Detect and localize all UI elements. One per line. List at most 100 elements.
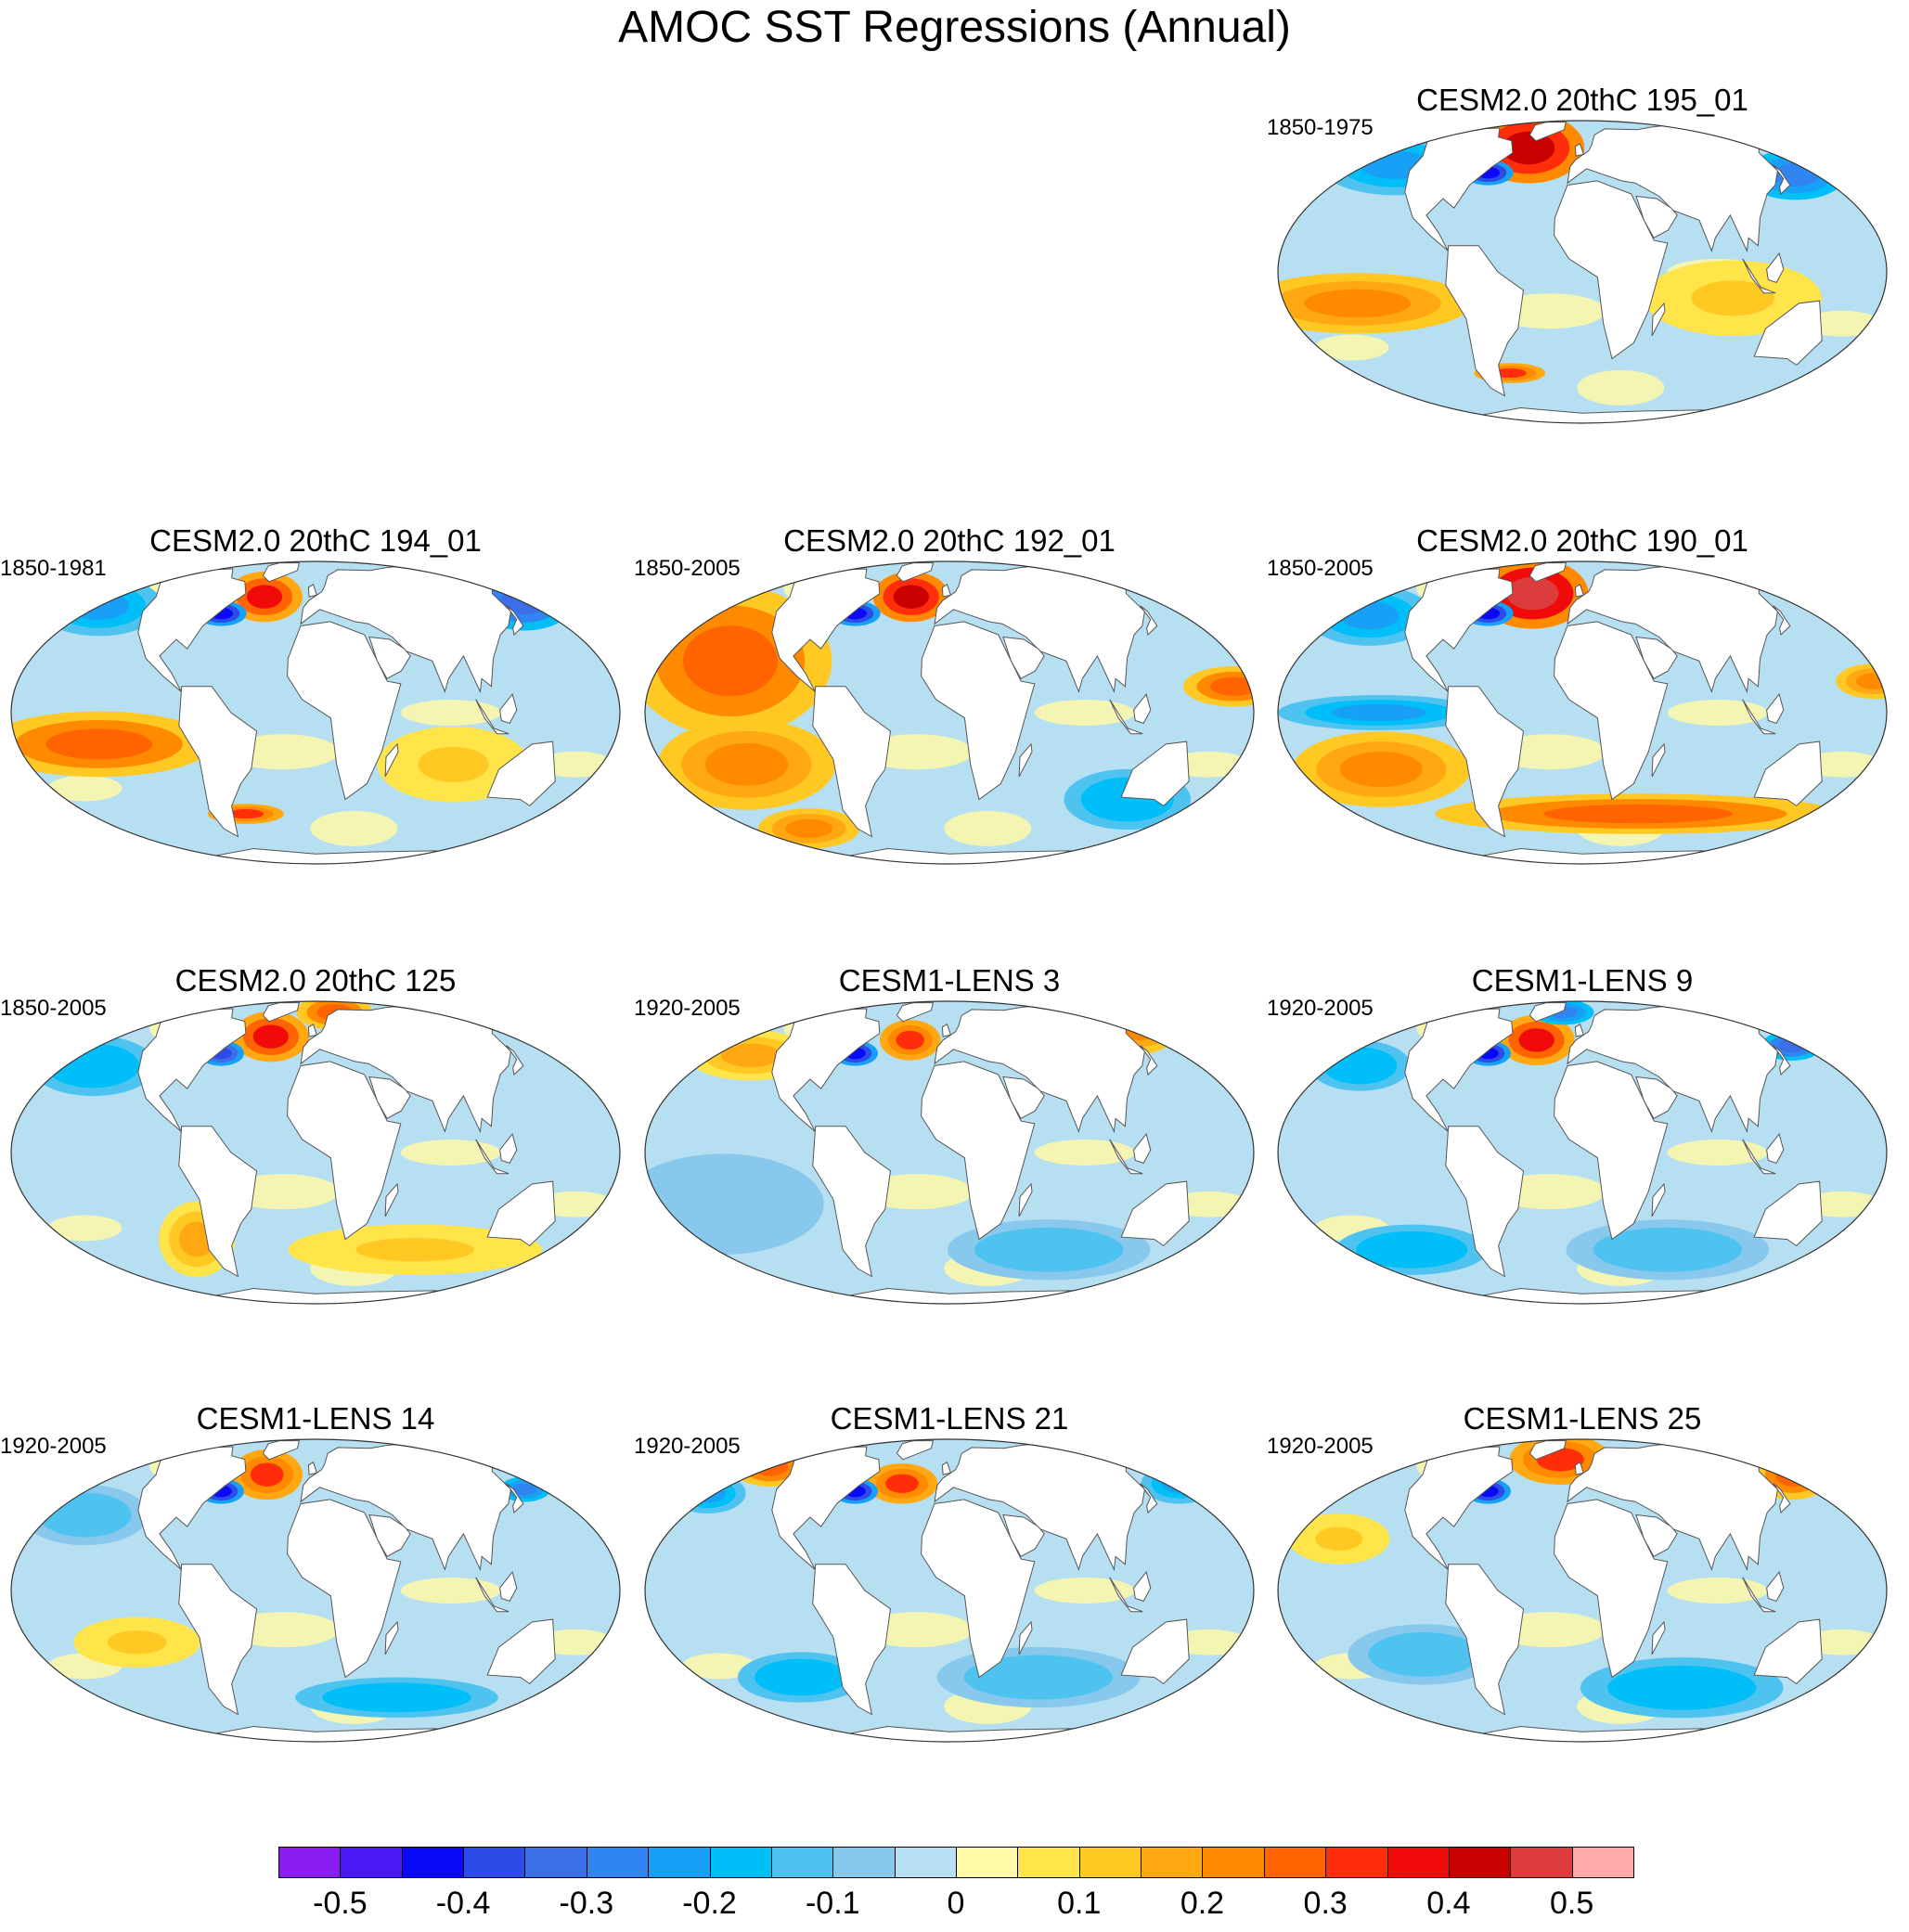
land-arabia xyxy=(1002,1513,1045,1557)
land-greenland xyxy=(896,1440,935,1461)
land-australia xyxy=(1753,300,1823,367)
land-japan xyxy=(506,605,524,636)
land-uk xyxy=(307,1024,318,1037)
land-south-america xyxy=(178,1564,258,1716)
world-map xyxy=(644,560,1255,865)
world-map xyxy=(1277,1438,1888,1743)
land-north-america xyxy=(133,1446,247,1570)
land-madagascar xyxy=(1651,1182,1666,1217)
land-eurasia xyxy=(1567,565,1778,694)
land-north-america xyxy=(133,568,247,692)
colorbar-swatch xyxy=(956,1847,1019,1878)
anomaly-core xyxy=(250,1462,284,1487)
colorbar-swatch xyxy=(1387,1847,1450,1878)
land-borneo xyxy=(499,693,518,725)
anomaly-patch xyxy=(310,810,398,846)
panel-period: 1850-1975 xyxy=(1267,115,1374,140)
land-greenland xyxy=(1528,562,1567,583)
land-japan xyxy=(1773,1483,1791,1513)
anomaly-patch xyxy=(1314,334,1389,361)
panel-period: 1920-2005 xyxy=(0,1434,107,1459)
colorbar-swatch xyxy=(1448,1847,1512,1878)
anomaly-core xyxy=(246,585,283,609)
land-australia xyxy=(1753,1618,1823,1685)
map-panel: CESM2.0 20thC 192_01 1850-2005 xyxy=(634,522,1265,940)
panel-title: CESM1-LENS 21 xyxy=(830,1401,1069,1436)
figure-title: AMOC SST Regressions (Annual) xyxy=(618,3,1291,52)
anomaly-core xyxy=(1506,576,1559,611)
colorbar-tick-label: 0.2 xyxy=(1180,1886,1225,1921)
land-greenland xyxy=(896,562,935,583)
land-south-america xyxy=(812,1126,892,1278)
anomaly-core xyxy=(1774,1462,1812,1487)
land-eurasia xyxy=(1567,1005,1778,1134)
land-madagascar xyxy=(384,742,399,778)
land-japan xyxy=(1773,164,1791,195)
land-uk xyxy=(941,1462,952,1475)
colorbar-tick-label: -0.4 xyxy=(435,1886,491,1921)
panel-title: CESM1-LENS 14 xyxy=(196,1401,435,1436)
anomaly-patch xyxy=(1801,310,1882,337)
land-north-america xyxy=(1400,127,1514,251)
land-uk xyxy=(307,1462,318,1475)
land-greenland xyxy=(1528,122,1567,142)
map-panel: CESM2.0 20thC 194_01 1850-1981 xyxy=(0,522,631,940)
land-uk xyxy=(941,584,952,598)
land-borneo xyxy=(499,1571,518,1603)
anomaly-core xyxy=(720,1043,780,1067)
anomaly-core xyxy=(1777,1038,1807,1053)
land-madagascar xyxy=(1018,1620,1033,1655)
land-indonesia xyxy=(1742,1139,1776,1175)
anomaly-patch xyxy=(1034,1578,1135,1604)
land-indonesia xyxy=(1742,1577,1776,1613)
world-map xyxy=(1277,1000,1888,1305)
land-greenland xyxy=(1528,1002,1567,1023)
land-japan xyxy=(1140,605,1158,636)
anomaly-core xyxy=(349,1688,445,1707)
land-japan xyxy=(1140,1483,1158,1513)
land-eurasia xyxy=(1567,1443,1778,1572)
land-indonesia xyxy=(475,1139,509,1175)
anomaly-core xyxy=(1161,1474,1197,1493)
anomaly-patch xyxy=(400,1578,501,1604)
map-panel: CESM1-LENS 21 1920-2005 xyxy=(634,1400,1265,1818)
land-madagascar xyxy=(1018,1182,1033,1217)
anomaly-core xyxy=(1388,1640,1460,1669)
panel-period: 1920-2005 xyxy=(1267,1434,1374,1459)
land-greenland xyxy=(262,1440,301,1461)
colorbar-swatch xyxy=(463,1847,526,1878)
panel-period: 1850-2005 xyxy=(634,556,741,581)
colorbar-swatch xyxy=(894,1847,957,1878)
map-border xyxy=(644,560,1255,865)
colorbar-swatch xyxy=(1202,1847,1265,1878)
anomaly-patch xyxy=(1034,700,1135,726)
colorbar-swatch xyxy=(1571,1847,1634,1878)
anomaly-core xyxy=(896,1030,925,1050)
panel-period: 1920-2005 xyxy=(634,996,741,1021)
land-indonesia xyxy=(1109,1139,1143,1175)
panel-title: CESM1-LENS 3 xyxy=(838,963,1061,998)
land-uk xyxy=(1574,143,1585,157)
land-japan xyxy=(1140,1045,1158,1075)
colorbar-swatch xyxy=(586,1847,650,1878)
map-panel: CESM1-LENS 25 1920-2005 xyxy=(1267,1400,1898,1818)
anomaly-core xyxy=(1492,367,1527,379)
land-south-america xyxy=(1445,686,1525,838)
anomaly-core xyxy=(682,625,779,697)
land-borneo xyxy=(1766,252,1785,284)
land-indonesia xyxy=(475,699,509,735)
land-north-america xyxy=(1400,1008,1514,1132)
land-japan xyxy=(1773,605,1791,636)
land-arabia xyxy=(368,1075,411,1119)
anomaly-core xyxy=(355,1238,474,1262)
land-australia xyxy=(1120,1618,1190,1685)
land-indonesia xyxy=(1742,258,1776,294)
anomaly-patch xyxy=(535,751,615,778)
anomaly-patch xyxy=(944,810,1032,846)
land-indonesia xyxy=(1742,699,1776,735)
panel-title: CESM2.0 20thC 125 xyxy=(174,963,457,998)
anomaly-patch xyxy=(1034,1140,1135,1166)
colorbar-swatch xyxy=(709,1847,772,1878)
anomaly-core xyxy=(1375,1238,1448,1262)
land-madagascar xyxy=(384,1620,399,1655)
